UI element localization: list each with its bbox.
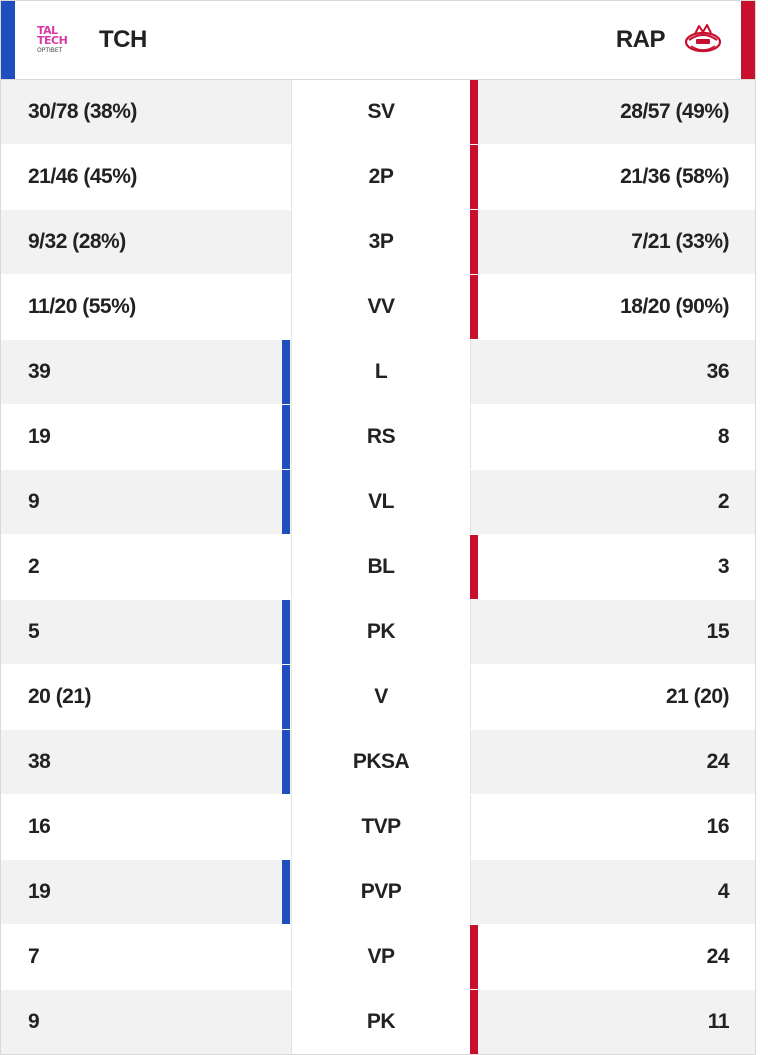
away-stat-value: 15 bbox=[706, 620, 730, 643]
stat-row: 19 PVP 4 bbox=[1, 860, 755, 925]
taltech-logo-icon: TAL TECH OPTIBET bbox=[37, 20, 81, 60]
stat-row: 9 VL 2 bbox=[1, 470, 755, 535]
away-stat-value: 3 bbox=[717, 555, 730, 578]
stat-row: 16 TVP 16 bbox=[1, 795, 755, 860]
away-stat-value: 28/57 (49%) bbox=[620, 100, 729, 123]
away-stat-value: 11 bbox=[707, 1010, 730, 1033]
away-leader-bar bbox=[470, 275, 478, 339]
home-leader-bar bbox=[282, 600, 290, 664]
stat-row: 2 BL 3 bbox=[1, 535, 755, 600]
stat-label: V bbox=[291, 665, 471, 729]
stats-rows: 30/78 (38%) SV 28/57 (49%) 21/46 (45%) 2P 21/… bbox=[1, 80, 755, 1054]
stat-label: PVP bbox=[291, 860, 471, 924]
home-logo-line-1: TAL bbox=[37, 23, 58, 37]
home-stat-value: 7 bbox=[28, 945, 40, 968]
stat-label: 3P bbox=[291, 210, 471, 274]
stat-label: RS bbox=[291, 405, 471, 469]
away-leader-bar bbox=[470, 145, 478, 209]
rapla-logo-icon bbox=[684, 24, 722, 53]
stat-row: 20 (21) V 21 (20) bbox=[1, 665, 755, 730]
stat-label: SV bbox=[291, 80, 471, 144]
teams-header: TAL TECH OPTIBET TCH RAP bbox=[1, 1, 755, 80]
home-stat-value: 11/20 (55%) bbox=[28, 295, 136, 318]
stat-label: VV bbox=[291, 275, 471, 339]
home-leader-bar bbox=[282, 340, 290, 404]
away-leader-bar bbox=[470, 925, 478, 989]
away-leader-bar bbox=[470, 80, 478, 144]
away-stat-value: 24 bbox=[706, 750, 730, 773]
away-stat-value: 36 bbox=[706, 360, 730, 383]
home-leader-bar bbox=[282, 665, 290, 729]
home-team[interactable]: TAL TECH OPTIBET TCH bbox=[37, 1, 147, 79]
home-leader-bar bbox=[282, 405, 290, 469]
home-team-name: TCH bbox=[99, 26, 147, 53]
home-stat-value: 16 bbox=[28, 815, 51, 838]
away-stat-value: 4 bbox=[717, 880, 730, 903]
stat-row: 19 RS 8 bbox=[1, 405, 755, 470]
home-stat-value: 30/78 (38%) bbox=[28, 100, 137, 123]
away-team-name: RAP bbox=[615, 26, 666, 53]
away-team-color-bar bbox=[741, 1, 755, 79]
stat-row: 21/46 (45%) 2P 21/36 (58%) bbox=[1, 145, 755, 210]
away-stat-value: 8 bbox=[717, 425, 730, 448]
home-leader-bar bbox=[282, 730, 290, 794]
home-stat-value: 9/32 (28%) bbox=[28, 230, 126, 253]
stat-label: PK bbox=[291, 600, 471, 664]
stat-label: PK bbox=[291, 990, 471, 1054]
away-stat-value: 18/20 (90%) bbox=[620, 295, 729, 318]
home-stat-value: 5 bbox=[28, 620, 40, 643]
stat-label: VP bbox=[291, 925, 471, 989]
stat-row: 7 VP 24 bbox=[1, 925, 755, 990]
away-leader-bar bbox=[470, 535, 478, 599]
stat-row: 39 L 36 bbox=[1, 340, 755, 405]
stat-row: 5 PK 15 bbox=[1, 600, 755, 665]
home-team-color-bar bbox=[1, 1, 15, 79]
away-stat-value: 2 bbox=[717, 490, 730, 513]
away-stat-value: 7/21 (33%) bbox=[631, 230, 729, 253]
stat-label: PKSA bbox=[291, 730, 471, 794]
away-stat-value: 21/36 (58%) bbox=[620, 165, 729, 188]
home-stat-value: 20 (21) bbox=[28, 685, 92, 708]
away-leader-bar bbox=[470, 990, 478, 1054]
home-logo-line-2: TECH bbox=[37, 33, 68, 47]
home-stat-value: 21/46 (45%) bbox=[28, 165, 137, 188]
home-logo-line-3: OPTIBET bbox=[37, 46, 63, 54]
stat-label: TVP bbox=[291, 795, 471, 859]
home-stat-value: 19 bbox=[28, 880, 51, 903]
home-stat-value: 9 bbox=[28, 1010, 40, 1033]
home-stat-value: 19 bbox=[28, 425, 51, 448]
stat-label: VL bbox=[291, 470, 471, 534]
stat-label: 2P bbox=[291, 145, 471, 209]
home-stat-value: 38 bbox=[28, 750, 51, 773]
stat-row: 38 PKSA 24 bbox=[1, 730, 755, 795]
stat-row: 30/78 (38%) SV 28/57 (49%) bbox=[1, 80, 755, 145]
stat-row: 9 PK 11 bbox=[1, 990, 755, 1054]
stat-row: 11/20 (55%) VV 18/20 (90%) bbox=[1, 275, 755, 340]
away-stat-value: 24 bbox=[706, 945, 730, 968]
home-stat-value: 39 bbox=[28, 360, 51, 383]
home-leader-bar bbox=[282, 860, 290, 924]
home-leader-bar bbox=[282, 470, 290, 534]
home-stat-value: 2 bbox=[28, 555, 40, 578]
away-leader-bar bbox=[470, 210, 478, 274]
away-team[interactable]: RAP bbox=[616, 1, 725, 79]
away-stat-value: 16 bbox=[706, 815, 730, 838]
away-stat-value: 21 (20) bbox=[665, 685, 730, 708]
stat-label: L bbox=[291, 340, 471, 404]
home-stat-value: 9 bbox=[28, 490, 40, 513]
stat-row: 9/32 (28%) 3P 7/21 (33%) bbox=[1, 210, 755, 275]
stat-label: BL bbox=[291, 535, 471, 599]
